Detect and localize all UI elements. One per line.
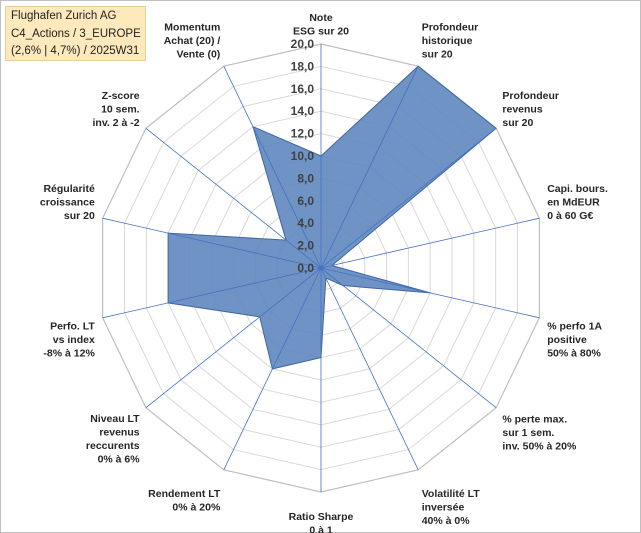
axis-label-line: 0% à 6% (98, 453, 141, 465)
axis-spoke (102, 267, 322, 319)
axis-label-line: inv. 50% à 20% (502, 441, 577, 453)
axis-label-line: Perfo. LT (50, 321, 95, 333)
axis-spoke (145, 267, 322, 409)
axis-label-line: sur 1 sem. (502, 427, 554, 439)
title-company: Flughafen Zurich AG (11, 10, 117, 22)
axis-label-line: % perte max. (502, 414, 567, 426)
axis-spoke (320, 127, 497, 269)
axis-label-line: vs index (53, 334, 95, 346)
axis-label-line: 0 à 60 G€ (547, 210, 593, 222)
series-area (167, 65, 497, 370)
axis-spoke (320, 267, 497, 409)
radar-spokes (102, 44, 540, 492)
tick-label: 12,0 (291, 127, 315, 141)
axis-label-line: Régularité (43, 183, 95, 195)
axis-label-line: 0% à 20% (172, 502, 221, 514)
axis-label-line: en MdEUR (547, 197, 600, 209)
tick-label: 8,0 (297, 171, 314, 185)
axis-label-line: Volatilité LT (422, 488, 481, 500)
tick-label: 18,0 (291, 59, 315, 73)
axis-label-line: ESG sur 20 (293, 26, 349, 38)
axis-spoke (223, 267, 322, 470)
axis-label: Rendement LT 0% à 20% (148, 488, 221, 514)
tick-label: 14,0 (291, 104, 315, 118)
axis-spoke (223, 66, 322, 269)
axis-label-line: % perfo 1A (547, 321, 602, 333)
axis-label-line: Rendement LT (148, 488, 221, 500)
axis-label-line: Achat (20) / (164, 35, 221, 47)
axis-label: % perte max.sur 1 sem. inv. 50% à 20% (502, 414, 577, 453)
axis-label-line: Niveau LT (90, 413, 140, 425)
axis-label-line: Vente (0) (177, 49, 221, 61)
axis-label-line: Ratio Sharpe (289, 511, 354, 523)
axis-label-line: Profondeur (502, 90, 559, 102)
axis-label: Ratio Sharpe 0 à 1 (289, 511, 354, 533)
axis-label-line: reccurents (86, 440, 140, 452)
tick-label: 2,0 (297, 239, 314, 253)
axis-label-line: 50% à 80% (547, 348, 601, 360)
axis-label-line: positive (547, 334, 587, 346)
axis-label-line: Note (309, 12, 332, 24)
axis-spoke (320, 66, 419, 269)
axis-spoke (320, 217, 540, 269)
axis-label-line: Z-score (102, 90, 140, 102)
axis-label-line: inv. 2 à -2 (93, 117, 140, 129)
axis-label-line: sur 20 (64, 210, 95, 222)
axis-label-line: historique (422, 35, 473, 47)
tick-label: 0,0 (297, 261, 314, 275)
axis-label: Note ESG sur 20 (293, 12, 349, 38)
tick-label: 16,0 (291, 82, 315, 96)
title-box: Flughafen Zurich AG C4_Actions / 3_EUROP… (5, 6, 146, 61)
axis-label-line: revenus (99, 426, 139, 438)
axis-label-line: sur 20 (502, 117, 533, 129)
axis-label-line: -8% à 12% (43, 348, 95, 360)
axis-label-line: sur 20 (422, 49, 453, 61)
axis-label-line: inversée (422, 502, 465, 514)
axis-label-line: 0 à 1 (309, 525, 333, 533)
axis-label-line: Capi. bours. (547, 183, 608, 195)
axis-label-line: 40% à 0% (422, 515, 471, 527)
tick-label: 20,0 (291, 37, 315, 51)
axis-spoke (320, 267, 540, 319)
axis-label-line: croissance (40, 197, 95, 209)
tick-label: 6,0 (297, 194, 314, 208)
axis-label-line: Momentum (164, 22, 220, 34)
axis-label-line: 10 sem. (101, 103, 140, 115)
axis-spoke (320, 267, 419, 470)
radial-tick-labels: 0,0 2,0 4,0 6,0 8,0 10,0 12,0 14,0 16,0 18,0 20,0 (291, 37, 315, 275)
tick-label: 4,0 (297, 216, 314, 230)
title-period: (2,6% | 4,7%) / 2025W31 (11, 45, 140, 57)
tick-label: 10,0 (291, 149, 315, 163)
title-category: C4_Actions / 3_EUROPE (11, 27, 141, 40)
axis-spoke (145, 127, 322, 269)
axis-label-line: revenus (502, 103, 542, 115)
axis-spoke (102, 217, 322, 269)
axis-label-line: Profondeur (422, 22, 479, 34)
radar-series (167, 65, 497, 370)
